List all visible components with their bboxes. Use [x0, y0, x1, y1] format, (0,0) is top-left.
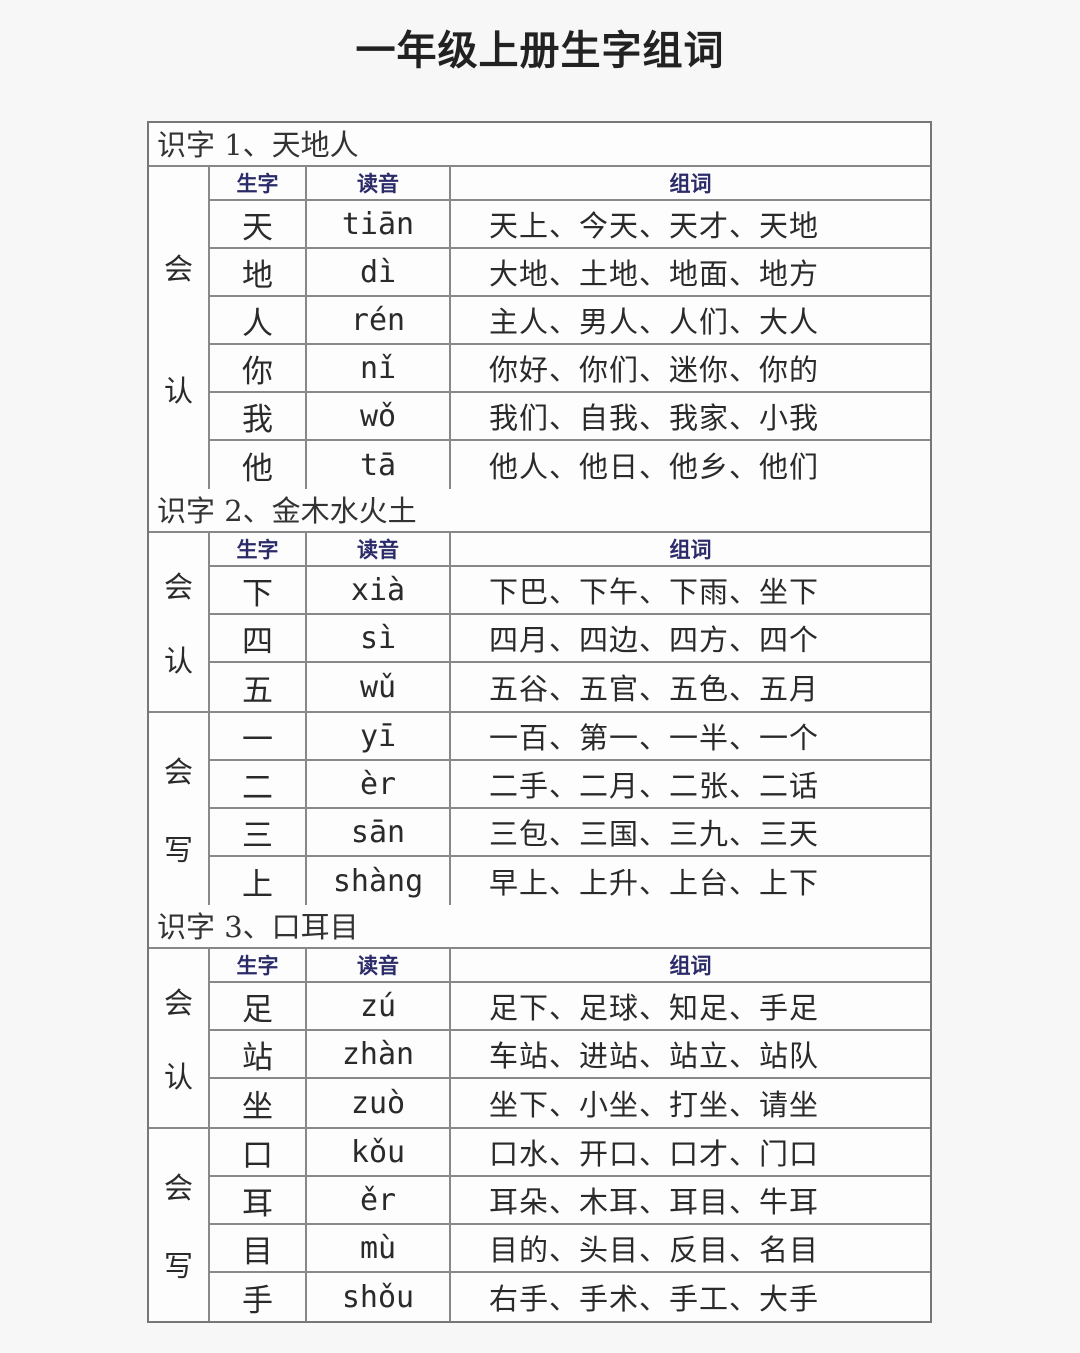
char-cell: 下 — [210, 567, 307, 615]
group-label: 会认 — [149, 533, 210, 711]
header-char: 生字 — [210, 949, 307, 983]
pinyin-cell: rén — [307, 297, 451, 345]
group-label-char: 会 — [163, 1171, 193, 1205]
char-cell: 手 — [210, 1273, 307, 1321]
words-cell: 车站、进站、站立、站队 — [451, 1031, 930, 1079]
words-cell: 你好、你们、迷你、你的 — [451, 345, 930, 393]
pinyin-cell: shǒu — [307, 1273, 451, 1321]
group-grid: 会写口 kǒu 口水、开口、口才、门口耳 ěr 耳朵、木耳、耳目、牛耳目 mù 目的、头目、… — [149, 1129, 930, 1321]
words-cell: 他人、他日、他乡、他们 — [489, 450, 820, 484]
group-grid: 会认生字 读音 组词下 xià 下巴、下午、下雨、坐下四 sì 四月、四边、四方、四个五 wǔ… — [149, 533, 930, 713]
char-cell: 他 — [210, 441, 307, 489]
pinyin-cell: sān — [307, 809, 451, 857]
page-title: 一年级上册生字组词 — [355, 28, 725, 74]
words-cell: 坐下、小坐、打坐、请坐 — [489, 1088, 820, 1122]
pinyin-cell: zuò — [307, 1079, 451, 1127]
group-label-char: 写 — [163, 1249, 193, 1283]
group-label-char: 认 — [163, 1059, 193, 1094]
pinyin-cell: wǒ — [307, 393, 451, 441]
pinyin-cell: èr — [307, 761, 451, 809]
header-char: 生字 — [210, 167, 307, 201]
char-cell: 目 — [210, 1225, 307, 1273]
pinyin-cell: shàng — [307, 857, 451, 905]
pinyin-cell: mù — [307, 1225, 451, 1273]
header-words: 组词 — [451, 167, 930, 201]
words-cell: 右手、手术、手工、大手 — [489, 1282, 820, 1316]
group-label: 会认 — [149, 949, 210, 1127]
lesson-section: 识字 1、天地人会认生字 读音 组词天 tiān 天上、今天、天才、天地地 dì 大地、土地… — [149, 123, 930, 489]
words-cell: 大地、土地、地面、地方 — [451, 249, 930, 297]
group-label-char: 会 — [163, 570, 193, 605]
group-grid: 会认生字 读音 组词天 tiān 天上、今天、天才、天地地 dì 大地、土地、地面、地方人 r… — [149, 167, 930, 489]
pinyin-cell: zú — [307, 983, 451, 1031]
pinyin-cell: sì — [307, 615, 451, 663]
header-char: 生字 — [210, 533, 307, 567]
char-cell: 人 — [210, 297, 307, 345]
char-cell: 四 — [210, 615, 307, 663]
words-cell: 耳朵、木耳、耳目、牛耳 — [451, 1177, 930, 1225]
pinyin-cell: dì — [307, 249, 451, 297]
section-title: 识字 3、口耳目 — [149, 905, 930, 949]
char-cell: 天 — [210, 201, 307, 249]
pinyin-cell: tā — [307, 441, 451, 489]
header-pinyin: 读音 — [307, 167, 451, 201]
words-cell: 足下、足球、知足、手足 — [451, 983, 930, 1031]
group-label: 会认 — [149, 167, 210, 489]
pinyin-cell: wǔ — [307, 663, 451, 711]
group-label-char: 认 — [163, 373, 193, 408]
header-words: 组词 — [451, 533, 930, 567]
group-label: 会写 — [149, 713, 210, 905]
lesson-section: 识字 2、金木水火土会认生字 读音 组词下 xià 下巴、下午、下雨、坐下四 sì 四月、四… — [149, 489, 930, 905]
pinyin-cell: nǐ — [307, 345, 451, 393]
char-cell: 五 — [210, 663, 307, 711]
pinyin-cell: yī — [307, 713, 451, 761]
words-cell: 五谷、五官、五色、五月 — [489, 672, 820, 706]
words-cell: 三包、三国、三九、三天 — [451, 809, 930, 857]
char-cell: 上 — [210, 857, 307, 905]
words-cell: 二手、二月、二张、二话 — [451, 761, 930, 809]
char-cell: 你 — [210, 345, 307, 393]
words-cell: 四月、四边、四方、四个 — [451, 615, 930, 663]
words-cell: 我们、自我、我家、小我 — [451, 393, 930, 441]
group-label-char: 会 — [163, 252, 193, 287]
header-pinyin: 读音 — [307, 949, 451, 983]
char-cell: 坐 — [210, 1079, 307, 1127]
lesson-section: 识字 3、口耳目会认生字 读音 组词足 zú 足下、足球、知足、手足站 zhàn 车站、进站… — [149, 905, 930, 1321]
group-label-char: 会 — [163, 986, 193, 1021]
pinyin-cell: kǒu — [307, 1129, 451, 1177]
section-title: 识字 2、金木水火土 — [149, 489, 930, 533]
group-label-char: 写 — [163, 833, 193, 867]
words-cell: 目的、头目、反目、名目 — [451, 1225, 930, 1273]
header-words: 组词 — [451, 949, 930, 983]
group-grid: 会写一 yī 一百、第一、一半、一个二 èr 二手、二月、二张、二话三 sān 三包、三国、… — [149, 713, 930, 905]
words-cell: 早上、上升、上台、上下 — [489, 866, 820, 900]
char-cell: 二 — [210, 761, 307, 809]
group-label-char: 认 — [163, 643, 193, 678]
vocabulary-table: 识字 1、天地人会认生字 读音 组词天 tiān 天上、今天、天才、天地地 dì 大地、土地… — [147, 121, 932, 1323]
pinyin-cell: xià — [307, 567, 451, 615]
pinyin-cell: zhàn — [307, 1031, 451, 1079]
pinyin-cell: tiān — [307, 201, 451, 249]
char-cell: 一 — [210, 713, 307, 761]
char-cell: 足 — [210, 983, 307, 1031]
words-cell: 一百、第一、一半、一个 — [451, 713, 930, 761]
char-cell: 地 — [210, 249, 307, 297]
group-label: 会写 — [149, 1129, 210, 1321]
words-cell: 口水、开口、口才、门口 — [451, 1129, 930, 1177]
char-cell: 口 — [210, 1129, 307, 1177]
words-cell: 天上、今天、天才、天地 — [451, 201, 930, 249]
words-cell: 主人、男人、人们、大人 — [451, 297, 930, 345]
pinyin-cell: ěr — [307, 1177, 451, 1225]
header-pinyin: 读音 — [307, 533, 451, 567]
words-cell: 下巴、下午、下雨、坐下 — [451, 567, 930, 615]
char-cell: 我 — [210, 393, 307, 441]
char-cell: 站 — [210, 1031, 307, 1079]
char-cell: 三 — [210, 809, 307, 857]
char-cell: 耳 — [210, 1177, 307, 1225]
group-label-char: 会 — [163, 755, 193, 789]
section-title: 识字 1、天地人 — [149, 123, 930, 167]
group-grid: 会认生字 读音 组词足 zú 足下、足球、知足、手足站 zhàn 车站、进站、站立、站队坐 z… — [149, 949, 930, 1129]
